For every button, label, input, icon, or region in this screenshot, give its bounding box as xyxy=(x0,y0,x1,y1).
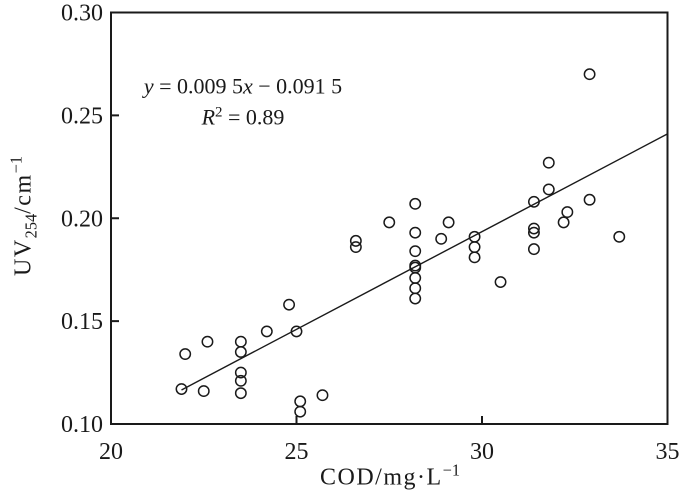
data-point xyxy=(542,183,555,196)
trend-line xyxy=(181,133,668,391)
data-point xyxy=(294,405,307,418)
data-point xyxy=(234,335,247,348)
data-point xyxy=(234,387,247,400)
data-point xyxy=(442,216,455,229)
x-tick-label: 35 xyxy=(656,439,680,465)
regression-annotation: y = 0.009 5x − 0.091 5 R2 = 0.89 xyxy=(144,73,342,130)
x-axis-title: COD/mg·L−1 xyxy=(319,460,461,491)
data-point xyxy=(542,156,555,169)
data-point xyxy=(175,383,188,395)
data-point xyxy=(409,282,422,295)
x-tick-label: 20 xyxy=(99,439,123,465)
data-point xyxy=(234,346,247,358)
data-point xyxy=(468,251,481,264)
data-point xyxy=(494,276,507,288)
data-point xyxy=(527,222,540,235)
data-point xyxy=(234,366,247,379)
data-point xyxy=(409,226,422,239)
data-point xyxy=(613,230,626,243)
data-point xyxy=(290,325,303,338)
data-point xyxy=(234,374,247,387)
data-point xyxy=(409,245,422,258)
data-point xyxy=(527,243,540,256)
data-point xyxy=(527,226,540,239)
data-point xyxy=(294,395,307,408)
data-point xyxy=(409,292,422,305)
y-axis-title: UV254/cm−1 xyxy=(6,156,41,276)
data-point xyxy=(349,241,362,254)
data-point xyxy=(383,216,396,229)
data-point xyxy=(557,216,570,229)
data-point xyxy=(283,298,296,311)
data-point xyxy=(409,271,422,284)
data-point xyxy=(435,232,448,245)
data-point xyxy=(583,68,596,81)
data-point xyxy=(468,241,481,254)
data-point xyxy=(349,234,362,247)
data-point xyxy=(409,197,422,210)
data-point xyxy=(316,389,329,402)
y-tick-label: 0.10 xyxy=(61,412,103,438)
data-point xyxy=(527,195,540,208)
y-tick-label: 0.25 xyxy=(61,103,103,129)
y-tick-label: 0.15 xyxy=(61,309,103,335)
data-point xyxy=(201,335,214,348)
data-point xyxy=(561,206,574,219)
data-point xyxy=(197,385,210,398)
y-tick-label: 0.30 xyxy=(61,1,103,27)
y-tick-label: 0.20 xyxy=(61,206,103,232)
x-tick-label: 30 xyxy=(470,439,494,465)
data-point xyxy=(179,348,192,360)
r-squared-value: R2 = 0.89 xyxy=(201,104,285,130)
regression-equation: y = 0.009 5x − 0.091 5 xyxy=(143,73,343,99)
x-tick-label: 25 xyxy=(285,439,309,465)
data-point xyxy=(583,193,596,206)
data-point xyxy=(260,325,273,338)
